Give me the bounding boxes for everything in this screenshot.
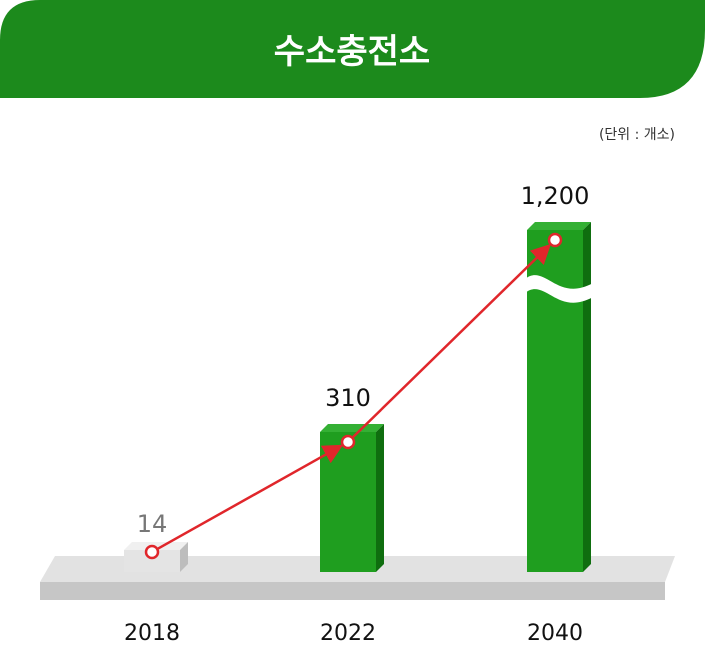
unit-label: (단위 : 개소) bbox=[598, 127, 675, 143]
data-point-marker bbox=[340, 434, 356, 450]
data-label: 310 bbox=[325, 384, 371, 412]
bar-2018 bbox=[124, 542, 188, 572]
title-banner: 수소충전소 bbox=[0, 0, 705, 98]
x-tick-label: 2018 bbox=[124, 621, 180, 646]
x-tick-label: 2022 bbox=[320, 621, 376, 646]
trend-line-segment bbox=[352, 243, 552, 439]
bar-2040 bbox=[527, 222, 591, 572]
data-label: 1,200 bbox=[521, 182, 590, 210]
data-point-marker bbox=[547, 232, 563, 248]
trend-line-segment bbox=[157, 444, 344, 550]
chart-title: 수소충전소 bbox=[274, 32, 430, 72]
data-label: 14 bbox=[137, 510, 168, 538]
axis-break-wave bbox=[525, 275, 593, 303]
data-point-marker bbox=[144, 544, 160, 560]
x-tick-label: 2040 bbox=[527, 621, 583, 646]
